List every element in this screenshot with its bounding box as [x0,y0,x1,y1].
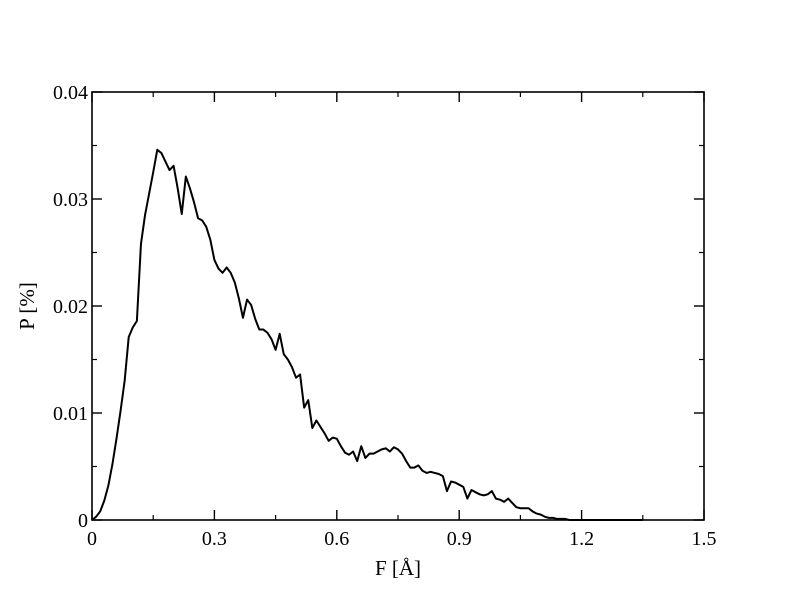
x-tick-labels: 0 0.3 0.6 0.9 1.2 1.5 [87,528,717,550]
y-axis-label: P [%] [15,282,39,330]
x-tick-label: 0.6 [324,528,349,550]
y-tick-label: 0.03 [53,189,88,211]
x-axis-label: F [Å] [375,556,421,580]
plot-frame [91,91,705,521]
y-tick-label: 0.04 [53,82,88,104]
x-tick-label: 0 [87,528,97,550]
y-tick-label: 0.01 [53,403,88,425]
y-tick-label: 0 [78,510,88,532]
x-tick-label: 1.2 [569,528,594,550]
x-tick-label: 1.5 [692,528,717,550]
y-tick-labels: 0 0.01 0.02 0.03 0.04 [53,82,88,532]
major-ticks [91,91,705,521]
minor-ticks [92,92,704,520]
x-tick-label: 0.9 [447,528,472,550]
series-line [91,148,643,521]
x-tick-label: 0.3 [202,528,227,550]
y-tick-label: 0.02 [53,296,88,318]
